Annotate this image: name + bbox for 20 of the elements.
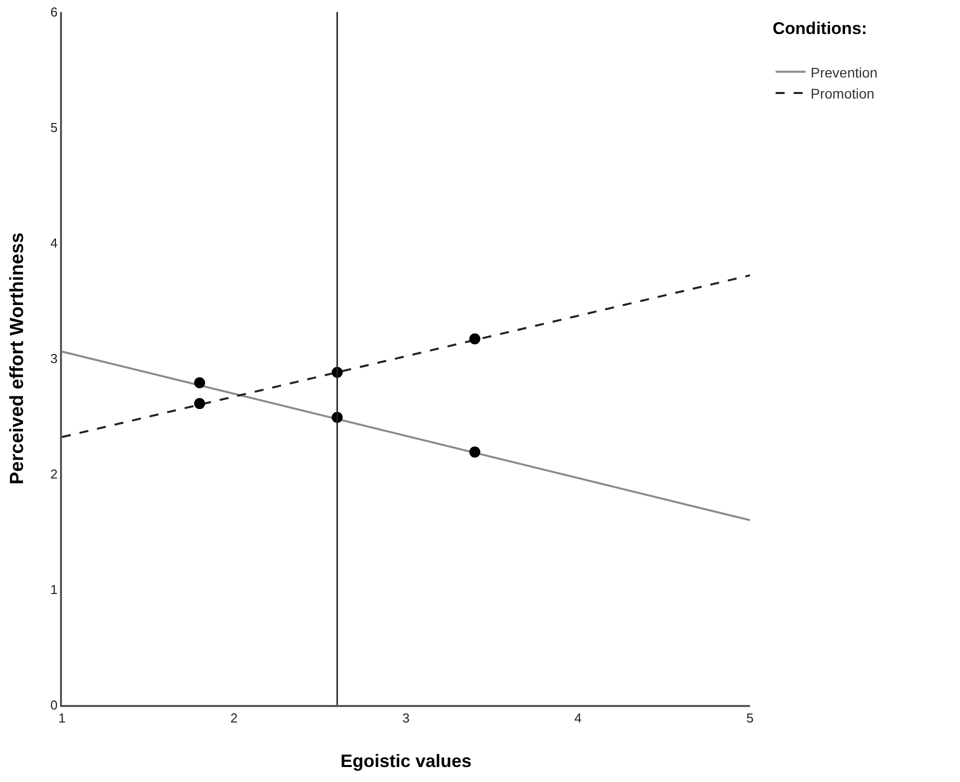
point	[194, 377, 206, 388]
y-tick-label: 6	[50, 4, 58, 20]
y-tick-label: 3	[50, 351, 58, 366]
y-tick-label: 1	[50, 582, 58, 598]
legend-title: Conditions:	[772, 19, 868, 38]
point	[194, 398, 206, 410]
x-tick-label: 2	[230, 710, 238, 726]
x-tick-label: 4	[574, 710, 582, 726]
y-tick-label: 5	[50, 120, 58, 136]
x-axis-title: Egoistic values	[340, 750, 472, 771]
legend-label: Promotion	[810, 85, 874, 102]
x-tick-label: 5	[746, 710, 754, 726]
x-tick-label: 3	[402, 710, 410, 726]
point	[469, 333, 480, 344]
y-tick-label: 0	[50, 698, 58, 713]
legend-label: Prevention	[810, 64, 878, 80]
y-axis-title: Perceived effort Worthiness	[6, 232, 28, 485]
y-tick-label: 4	[50, 236, 58, 251]
y-tick-label: 2	[50, 466, 58, 482]
point	[469, 446, 480, 458]
